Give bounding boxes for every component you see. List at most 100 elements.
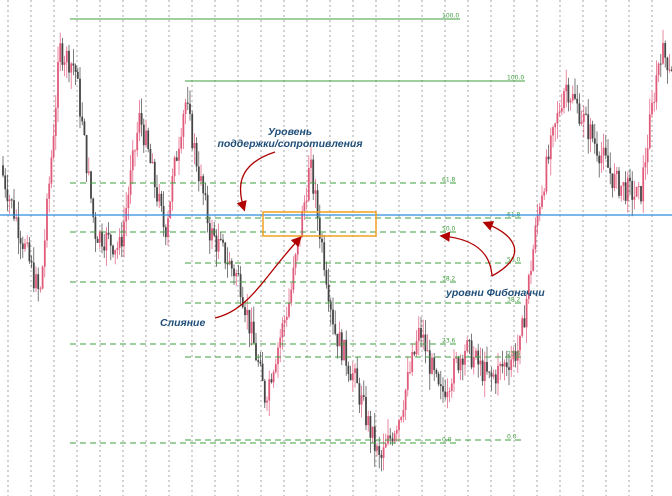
candle-body: [384, 443, 387, 448]
candle-body: [356, 368, 359, 384]
candle-body: [312, 159, 315, 194]
annotation-confluence: Слияние: [160, 317, 205, 329]
candle-body: [10, 199, 13, 201]
candle-body: [136, 132, 139, 151]
candle-body: [63, 62, 66, 65]
candle-body: [246, 309, 249, 316]
candle-body: [554, 123, 557, 128]
candle-body: [373, 426, 376, 451]
fib-label: 23.6: [442, 338, 456, 345]
candle-body: [2, 165, 4, 176]
candle-body: [202, 176, 205, 194]
candle-body: [477, 350, 480, 365]
candle-body: [68, 50, 70, 73]
candle-body: [637, 186, 640, 188]
candle-body: [180, 136, 183, 149]
candle-body: [574, 94, 576, 99]
candle-body: [404, 389, 407, 410]
candle-body: [277, 347, 279, 365]
candle-body: [622, 182, 625, 186]
candle-body: [327, 284, 330, 302]
candle-body: [481, 360, 484, 382]
candle-body: [237, 272, 240, 275]
candle-body: [483, 362, 486, 382]
candle-body: [519, 335, 521, 351]
candle-body: [13, 200, 15, 219]
candle-body: [354, 368, 356, 374]
arrow-fib-2: [482, 221, 516, 277]
fib-label: 38.2: [442, 276, 456, 283]
candle-body: [624, 182, 627, 201]
candle-body: [109, 234, 112, 246]
candle-body: [576, 98, 579, 104]
candle-body: [666, 57, 669, 71]
candle-body: [285, 316, 288, 320]
candle-body: [79, 78, 81, 117]
candle-body: [505, 362, 508, 368]
candle-body: [336, 333, 339, 347]
candle-body: [470, 340, 473, 368]
candle-body: [118, 236, 121, 248]
candle-body: [318, 217, 321, 239]
candle-body: [468, 340, 471, 342]
candle-body: [607, 155, 609, 168]
candle-body: [343, 339, 345, 361]
annotation-level-title: Уровень: [268, 126, 312, 138]
candle-body: [439, 384, 442, 387]
candle-body: [591, 124, 594, 139]
candle-body: [175, 157, 178, 161]
candle-body: [94, 216, 97, 239]
candle-body: [648, 114, 651, 149]
candle-body: [274, 364, 277, 373]
candle-body: [6, 189, 9, 201]
candle-body: [101, 231, 103, 247]
fibonacci-levels: 100.061.850.038.223.60.0100.061.850.038.…: [70, 13, 525, 444]
candle-body: [39, 288, 42, 290]
candle-body: [138, 113, 141, 133]
candle-body: [415, 341, 418, 355]
candle-body: [208, 223, 211, 241]
candle-body: [292, 267, 295, 290]
candle-body: [4, 175, 7, 190]
candle-body: [558, 111, 561, 114]
candle-body: [492, 374, 495, 377]
candle-body: [112, 245, 114, 255]
candle-body: [301, 210, 304, 238]
candle-body: [61, 43, 64, 65]
candle-body: [488, 371, 491, 373]
candle-body: [585, 113, 587, 115]
fib-label: 61.8: [442, 177, 456, 184]
fib-label: 0.0: [507, 434, 517, 441]
candle-body: [402, 409, 405, 417]
candle-body: [602, 147, 605, 156]
candle-body: [167, 218, 169, 238]
candle-body: [32, 262, 35, 289]
fib-label: 100.0: [442, 13, 459, 20]
candle-body: [123, 221, 125, 247]
candle-body: [85, 135, 88, 174]
candle-body: [83, 121, 86, 136]
confluence-zone: [262, 211, 377, 237]
candle-body: [503, 362, 506, 367]
candle-body: [626, 177, 629, 201]
candle-body: [461, 358, 464, 365]
candle-body: [48, 183, 51, 199]
candle-body: [87, 171, 90, 174]
candle-body: [378, 446, 381, 455]
candle-body: [464, 350, 466, 365]
candle-body: [424, 334, 427, 352]
candle-body: [182, 113, 185, 137]
candle-body: [664, 42, 667, 58]
candle-body: [640, 186, 642, 202]
arrow-confluence: [214, 236, 302, 319]
candle-body: [389, 435, 392, 439]
candle-body: [668, 69, 671, 71]
candle-body: [395, 430, 398, 434]
candle-body: [547, 156, 550, 160]
candle-body: [541, 195, 543, 207]
candle-body: [609, 167, 612, 174]
candle-body: [644, 162, 647, 168]
candle-body: [472, 356, 475, 368]
candle-body: [629, 177, 631, 181]
candle-body: [580, 121, 583, 124]
